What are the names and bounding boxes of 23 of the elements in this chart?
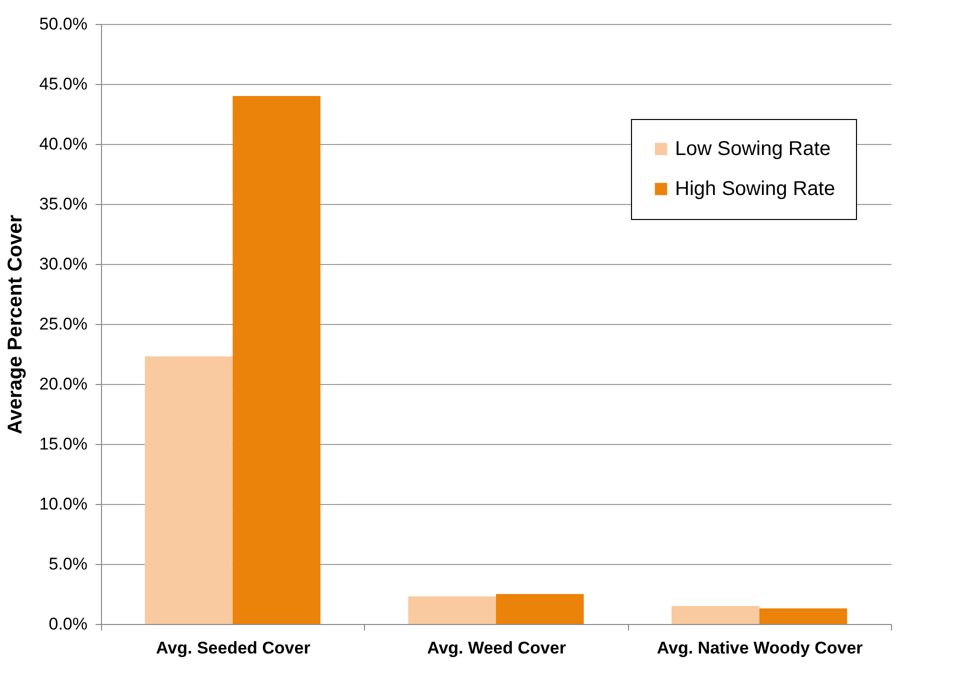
bar (144, 356, 233, 624)
x-tick-label: Avg. Native Woody Cover (656, 638, 864, 658)
y-tick-label: 25.0% (39, 314, 88, 334)
y-tick-label: 0.0% (48, 614, 88, 634)
y-tick-label: 15.0% (39, 434, 88, 454)
x-tick-label: Avg. Seeded Cover (156, 638, 311, 658)
y-tick-label: 20.0% (39, 374, 88, 394)
bar (672, 606, 760, 624)
y-tick-label: 5.0% (48, 554, 88, 574)
y-tick-label: 50.0% (39, 14, 88, 34)
bar (759, 608, 848, 624)
bar (408, 596, 496, 624)
x-tick-label: Avg. Weed Cover (427, 638, 566, 658)
y-tick-label: 10.0% (39, 494, 88, 514)
y-tick-label: 35.0% (39, 194, 88, 214)
y-tick-label: 40.0% (39, 134, 88, 154)
legend-label: Low Sowing Rate (675, 138, 831, 160)
y-tick-label: 30.0% (39, 254, 88, 274)
bar (232, 96, 320, 624)
y-axis-title: Average Percent Cover (4, 214, 26, 434)
bar (496, 594, 584, 624)
legend-label: High Sowing Rate (675, 178, 836, 200)
y-tick-label: 45.0% (39, 74, 88, 94)
